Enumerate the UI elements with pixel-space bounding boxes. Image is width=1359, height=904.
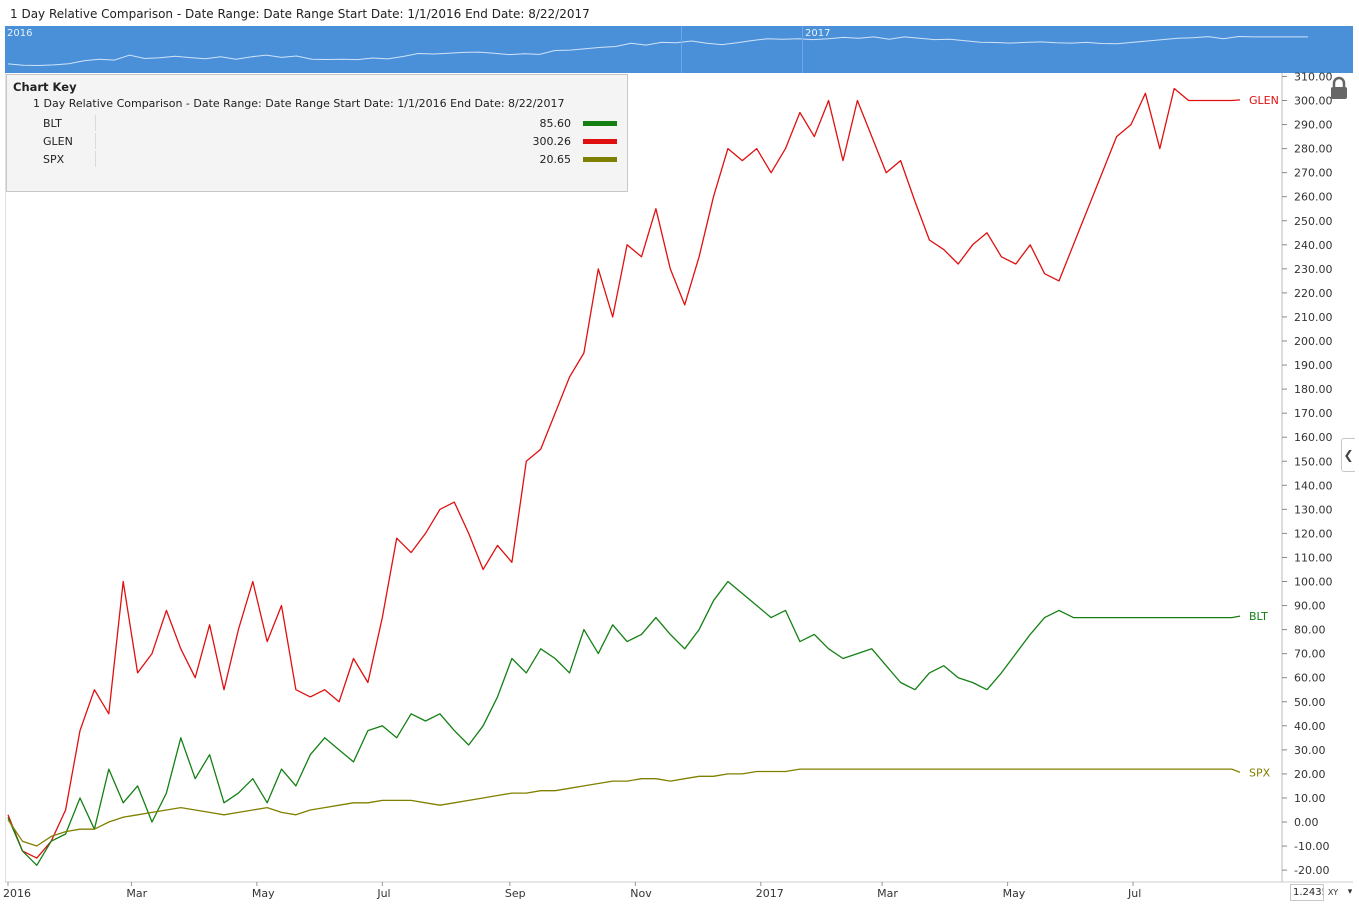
chart-key-heading: Chart Key xyxy=(13,80,77,94)
x-tick-label: Mar xyxy=(877,887,898,900)
expand-caret-icon[interactable]: ▾ xyxy=(1347,887,1353,897)
y-tick-label: 220.00 xyxy=(1294,287,1333,300)
x-tick-label: Mar xyxy=(126,887,147,900)
series-end-label-blt: BLT xyxy=(1249,610,1268,623)
collapse-panel-button[interactable]: ❮ xyxy=(1341,438,1355,472)
x-tick-label: May xyxy=(1003,887,1026,900)
y-tick-label: 110.00 xyxy=(1294,551,1333,564)
y-tick-label: 130.00 xyxy=(1294,503,1333,516)
y-tick-label: 170.00 xyxy=(1294,407,1333,420)
series-line-spx xyxy=(7,768,1241,847)
y-tick-label: 230.00 xyxy=(1294,263,1333,276)
y-tick-label: 150.00 xyxy=(1294,455,1333,468)
chart-key-panel: Chart Key 1 Day Relative Comparison - Da… xyxy=(6,74,628,192)
y-tick-label: 310.00 xyxy=(1294,70,1333,83)
chart-key-separator xyxy=(95,151,96,167)
y-tick-label: 240.00 xyxy=(1294,239,1333,252)
x-tick-label: Nov xyxy=(630,887,652,900)
chart-key-series-value: 85.60 xyxy=(539,117,572,130)
series-line-glen xyxy=(7,87,1241,859)
chart-key-row-glen[interactable]: GLEN 300.26 xyxy=(7,133,627,151)
y-tick-label: -20.00 xyxy=(1294,864,1329,877)
xy-toggle-button[interactable]: XY xyxy=(1327,888,1339,897)
y-tick-label: 260.00 xyxy=(1294,191,1333,204)
navigator-year-divider xyxy=(802,26,803,73)
date-range-navigator[interactable]: 2016 2017 xyxy=(5,26,1353,73)
chart-key-swatch xyxy=(583,139,617,144)
navigator-year-2017: 2017 xyxy=(805,28,831,39)
chart-key-series-name: BLT xyxy=(43,117,62,130)
y-tick-label: 270.00 xyxy=(1294,167,1333,180)
chart-key-series-value: 20.65 xyxy=(539,153,572,166)
plot-area[interactable] xyxy=(5,73,1353,882)
chart-key-row-blt[interactable]: BLT 85.60 xyxy=(7,115,627,133)
y-tick-label: 210.00 xyxy=(1294,311,1333,324)
y-tick-label: 280.00 xyxy=(1294,143,1333,156)
series-end-label-spx: SPX xyxy=(1249,766,1271,779)
y-tick-label: 140.00 xyxy=(1294,479,1333,492)
series-line-blt xyxy=(7,580,1241,866)
navigator-sparkline xyxy=(7,35,1308,67)
lock-button[interactable] xyxy=(1326,75,1352,101)
y-tick-label: 50.00 xyxy=(1294,696,1326,709)
y-tick-label: 300.00 xyxy=(1294,95,1333,108)
chart-key-swatch xyxy=(583,157,617,162)
series-end-label-glen: GLEN xyxy=(1249,94,1279,107)
y-tick-label: 180.00 xyxy=(1294,383,1333,396)
chart-key-row-spx[interactable]: SPX 20.65 xyxy=(7,151,627,169)
y-tick-label: 120.00 xyxy=(1294,527,1333,540)
chart-title: 1 Day Relative Comparison - Date Range: … xyxy=(0,0,1359,26)
navigator-handle[interactable] xyxy=(681,26,682,73)
x-tick-label: 2017 xyxy=(756,887,784,900)
y-tick-label: 10.00 xyxy=(1294,792,1326,805)
navigator-series-line xyxy=(7,35,1308,67)
y-tick-label: 60.00 xyxy=(1294,672,1326,685)
scale-input[interactable]: 1.2435 xyxy=(1290,884,1324,901)
y-tick-label: 290.00 xyxy=(1294,119,1333,132)
chart-key-separator xyxy=(95,133,96,149)
x-tick-label: Sep xyxy=(505,887,526,900)
chart-key-series-name: SPX xyxy=(43,153,65,166)
y-tick-label: 70.00 xyxy=(1294,648,1326,661)
x-tick-label: May xyxy=(252,887,275,900)
y-tick-label: 40.00 xyxy=(1294,720,1326,733)
y-tick-label: 100.00 xyxy=(1294,576,1333,589)
y-tick-label: -10.00 xyxy=(1294,840,1329,853)
y-tick-label: 80.00 xyxy=(1294,624,1326,637)
y-tick-label: 250.00 xyxy=(1294,215,1333,228)
lock-icon xyxy=(1331,76,1347,99)
chevron-left-icon: ❮ xyxy=(1343,448,1354,462)
x-tick-label: 2016 xyxy=(3,887,31,900)
y-tick-label: 0.00 xyxy=(1294,816,1319,829)
chart-key-separator xyxy=(95,115,96,131)
chart-key-series-value: 300.26 xyxy=(532,135,572,148)
chart-key-series-name: GLEN xyxy=(43,135,73,148)
x-tick-label: Jul xyxy=(376,887,390,900)
y-tick-label: 90.00 xyxy=(1294,600,1326,613)
y-tick-label: 30.00 xyxy=(1294,744,1326,757)
navigator-year-2016: 2016 xyxy=(7,28,33,39)
y-tick-label: 200.00 xyxy=(1294,335,1333,348)
y-tick-label: 160.00 xyxy=(1294,431,1333,444)
x-tick-label: Jul xyxy=(1127,887,1141,900)
y-tick-label: 20.00 xyxy=(1294,768,1326,781)
chart-key-description: 1 Day Relative Comparison - Date Range: … xyxy=(33,97,565,110)
chart-key-swatch xyxy=(583,121,617,126)
y-tick-label: 190.00 xyxy=(1294,359,1333,372)
